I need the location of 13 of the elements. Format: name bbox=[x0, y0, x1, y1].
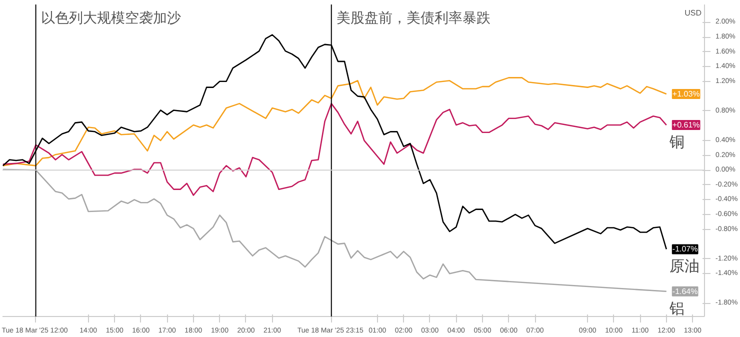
annotation: +1.03% bbox=[672, 89, 700, 98]
line-series bbox=[2, 102, 668, 196]
ref-line-label: 美股盘前，美债利率暴跌 bbox=[336, 10, 490, 26]
annotation: +0.61% bbox=[672, 120, 700, 130]
annotation: USD bbox=[684, 8, 702, 18]
annotation: -1.64% bbox=[672, 286, 698, 296]
legend-label: 原油 bbox=[669, 257, 700, 276]
line-series bbox=[2, 168, 668, 292]
legend-label: 铜 bbox=[668, 133, 684, 152]
ref-line-label: 以色列大规模空袭加沙 bbox=[40, 10, 181, 26]
legend-label: 铝 bbox=[668, 299, 684, 318]
annotation: -1.07% bbox=[672, 244, 698, 254]
line-series bbox=[2, 77, 668, 166]
